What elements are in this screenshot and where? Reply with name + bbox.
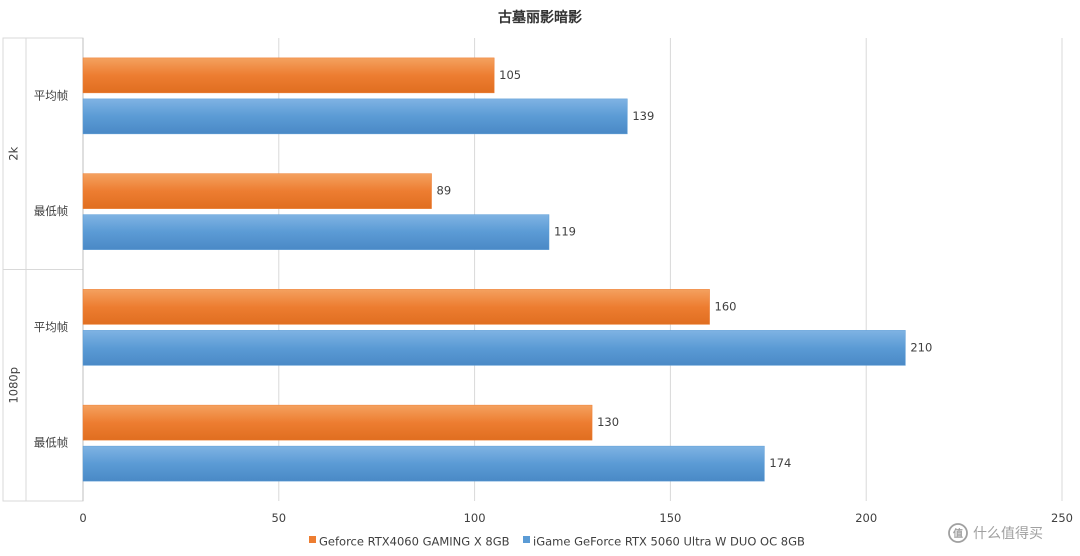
- bar: [82, 404, 593, 441]
- x-tick-label: 0: [79, 511, 86, 525]
- data-label: 119: [554, 225, 576, 239]
- data-label: 105: [499, 68, 521, 82]
- x-tick-label: 250: [1051, 511, 1073, 525]
- svg-text:值: 值: [953, 527, 963, 540]
- category-label: 平均帧: [34, 320, 69, 334]
- legend-label: Geforce RTX4060 GAMING X 8GB: [319, 535, 510, 549]
- group-label: 2k: [7, 146, 21, 160]
- legend-swatch: [523, 536, 530, 543]
- watermark-text: 什么值得买: [973, 525, 1043, 542]
- bar: [82, 57, 495, 94]
- data-label: 139: [632, 109, 654, 123]
- x-tick-label: 150: [659, 511, 681, 525]
- legend: Geforce RTX4060 GAMING X 8GB iGame GeForc…: [309, 535, 805, 549]
- data-label: 89: [437, 184, 452, 198]
- category-label: 最低帧: [34, 436, 69, 450]
- x-tick-label: 50: [271, 511, 286, 525]
- watermark: 值 什么值得买: [948, 523, 1043, 543]
- data-label: 160: [715, 299, 737, 313]
- data-label: 130: [597, 415, 619, 429]
- bar: [82, 173, 432, 209]
- bar: [82, 330, 906, 366]
- bar: [82, 289, 710, 325]
- data-label: 174: [769, 456, 791, 470]
- x-tick-label: 200: [855, 511, 877, 525]
- bar: [82, 98, 628, 135]
- x-tick-label: 100: [464, 511, 486, 525]
- bar: [82, 214, 550, 250]
- bar: [82, 445, 765, 482]
- category-label: 最低帧: [34, 204, 69, 218]
- data-label: 210: [910, 340, 932, 354]
- chart-title: 古墓丽影暗影: [498, 9, 582, 26]
- group-label: 1080p: [7, 367, 21, 404]
- legend-label: iGame GeForce RTX 5060 Ultra W DUO OC 8G…: [533, 535, 805, 549]
- smzdm-logo-icon: 值: [948, 523, 968, 543]
- category-label: 平均帧: [34, 88, 69, 102]
- legend-swatch: [309, 536, 316, 543]
